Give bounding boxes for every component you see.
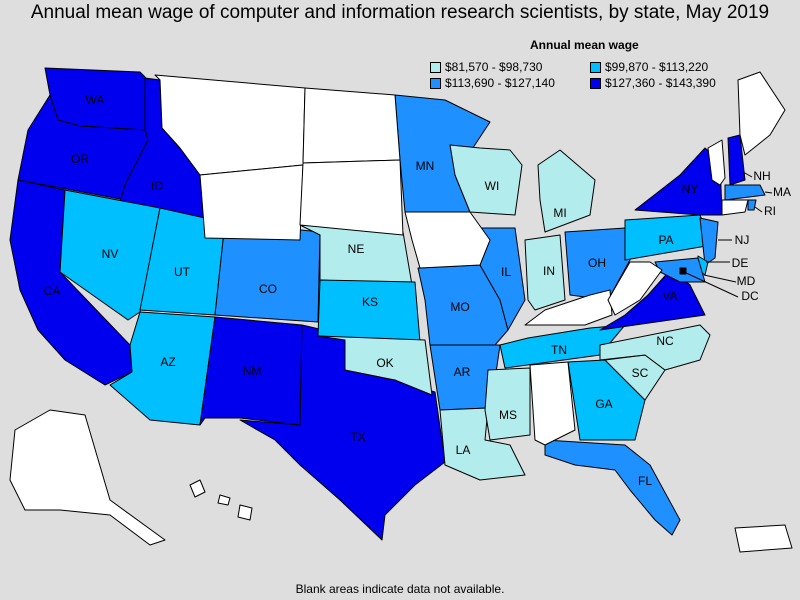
state-label-il: IL <box>501 265 511 279</box>
state-pr <box>734 524 793 553</box>
state-label-tn: TN <box>551 343 567 357</box>
dc-marker-dot <box>679 267 687 275</box>
state-label-mn: MN <box>416 159 435 173</box>
state-nj <box>699 217 719 266</box>
state-sd <box>299 159 404 236</box>
state-ga <box>567 359 646 441</box>
state-nv <box>59 189 161 321</box>
state-label-ks: KS <box>362 295 378 309</box>
state-label-ms: MS <box>499 408 517 422</box>
state-label-nm: NM <box>243 364 262 378</box>
state-label-ne: NE <box>348 242 365 256</box>
state-hi <box>189 479 253 521</box>
legend-item-bin-3: $127,360 - $143,390 <box>590 76 750 90</box>
state-label-ok: OK <box>376 356 393 370</box>
state-me <box>737 71 786 156</box>
state-mi <box>537 149 596 233</box>
state-vt <box>707 139 726 186</box>
state-ak <box>9 409 166 546</box>
state-ks <box>317 279 421 343</box>
legend-swatch-bin-2 <box>430 77 441 89</box>
legend-swatch-bin-0 <box>430 61 441 73</box>
state-label-la: LA <box>456 443 471 457</box>
legend: Annual mean wage $81,570 - $98,730 $99,8… <box>430 38 750 90</box>
state-label-co: CO <box>259 282 277 296</box>
state-label-ri: RI <box>764 204 776 218</box>
state-wv <box>607 261 663 316</box>
state-label-in: IN <box>543 264 555 278</box>
state-label-ny: NY <box>682 182 699 196</box>
state-label-tx: TX <box>350 430 365 444</box>
state-label-mo: MO <box>450 300 469 314</box>
state-label-az: AZ <box>160 355 175 369</box>
state-label-nh: NH <box>753 169 770 183</box>
state-ia <box>404 211 491 269</box>
legend-label-bin-2: $113,690 - $127,140 <box>445 76 555 90</box>
state-label-fl: FL <box>638 474 652 488</box>
legend-item-bin-0: $81,570 - $98,730 <box>430 60 590 74</box>
state-nc <box>599 324 711 371</box>
state-label-ca: CA <box>44 284 61 298</box>
state-label-id: ID <box>151 179 163 193</box>
legend-swatch-bin-1 <box>590 61 601 73</box>
legend-title: Annual mean wage <box>530 38 639 52</box>
state-nd <box>302 87 401 164</box>
footnote: Blank areas indicate data not available. <box>295 582 505 596</box>
state-in <box>524 234 566 311</box>
state-label-ga: GA <box>595 397 612 411</box>
map-title: Annual mean wage of computer and informa… <box>30 2 770 23</box>
state-wi <box>449 144 523 216</box>
leader-line-md <box>703 274 737 283</box>
legend-swatch-bin-3 <box>590 77 601 89</box>
legend-label-bin-1: $99,870 - $113,220 <box>605 60 709 74</box>
state-label-md: MD <box>737 274 756 288</box>
state-fl <box>544 439 681 536</box>
state-label-va: VA <box>662 289 677 303</box>
state-label-nj: NJ <box>735 233 750 247</box>
state-label-dc: DC <box>741 289 759 303</box>
state-label-de: DE <box>732 256 749 270</box>
state-label-or: OR <box>71 152 89 166</box>
state-label-mi: MI <box>553 206 566 220</box>
state-al <box>529 361 576 446</box>
state-label-nc: NC <box>656 334 674 348</box>
state-label-sc: SC <box>632 366 649 380</box>
state-label-pa: PA <box>658 233 673 247</box>
state-ri <box>747 199 757 211</box>
state-oh <box>564 227 631 301</box>
state-label-wa: WA <box>86 93 105 107</box>
state-ms <box>484 367 531 441</box>
legend-label-bin-0: $81,570 - $98,730 <box>445 60 543 74</box>
state-label-nv: NV <box>102 247 119 261</box>
state-wy <box>199 164 304 241</box>
state-ky <box>524 289 613 326</box>
state-label-ma: MA <box>773 185 791 199</box>
state-nh <box>727 134 746 186</box>
state-label-wi: WI <box>485 179 500 193</box>
legend-item-bin-1: $99,870 - $113,220 <box>590 60 750 74</box>
leader-line-nh <box>742 171 753 178</box>
state-label-oh: OH <box>588 256 606 270</box>
legend-item-bin-2: $113,690 - $127,140 <box>430 76 590 90</box>
legend-label-bin-3: $127,360 - $143,390 <box>605 76 716 90</box>
leader-line-ri <box>754 206 763 213</box>
state-label-ar: AR <box>454 365 471 379</box>
state-label-ut: UT <box>174 265 191 279</box>
leader-line-ma <box>764 191 773 194</box>
leader-line-dc <box>683 271 739 298</box>
state-ok <box>317 335 433 396</box>
state-ct <box>721 199 749 216</box>
state-ma <box>724 184 766 201</box>
